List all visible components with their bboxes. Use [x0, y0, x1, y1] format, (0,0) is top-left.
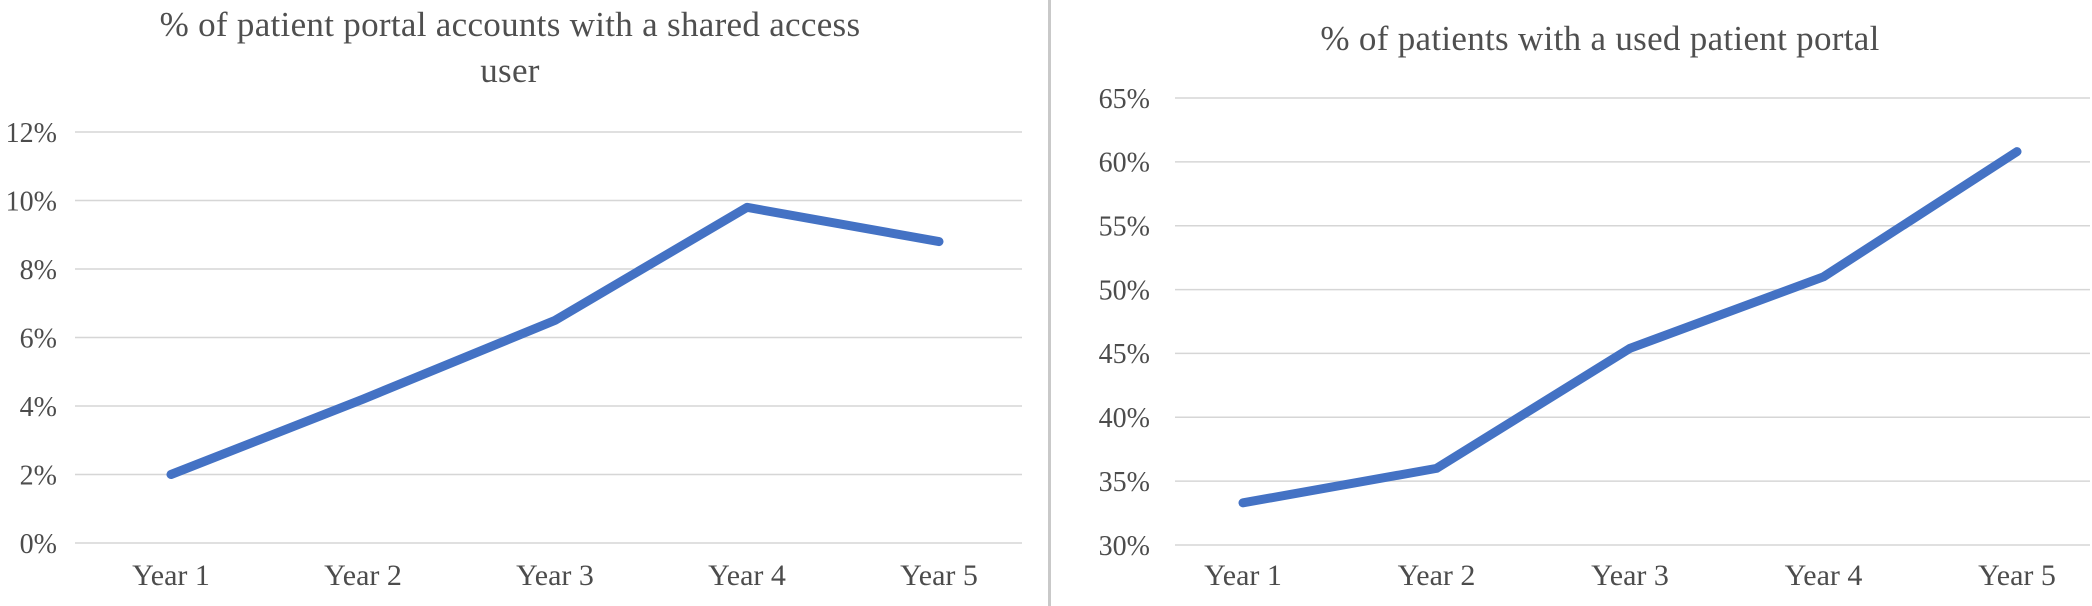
y-axis-tick-label: 2%: [20, 460, 57, 491]
chart-title-shared-access: % of patient portal accounts with a shar…: [70, 2, 950, 94]
y-axis-tick-label: 12%: [6, 118, 57, 149]
data-series-line: [1238, 147, 2022, 508]
x-axis-tick-label: Year 1: [132, 559, 210, 592]
chart-title-line-1: % of patients with a used patient portal: [1320, 19, 1880, 58]
chart-title-used-portal: % of patients with a used patient portal: [1170, 16, 2030, 62]
y-axis-tick-label: 4%: [20, 392, 57, 423]
y-axis-tick-label: 10%: [6, 186, 57, 217]
data-series-line: [166, 202, 944, 479]
y-axis-tick-label: 30%: [1099, 531, 1150, 562]
y-axis-tick-label: 55%: [1099, 212, 1150, 243]
y-axis-tick-label: 8%: [20, 255, 57, 286]
y-axis-tick-label: 45%: [1099, 339, 1150, 370]
y-axis-tick-label: 50%: [1099, 275, 1150, 306]
x-axis-tick-label: Year 3: [1591, 559, 1669, 592]
panel-divider: [1048, 0, 1051, 606]
x-axis-tick-label: Year 3: [516, 559, 594, 592]
y-axis-tick-label: 6%: [20, 323, 57, 354]
chart-title-line-1: % of patient portal accounts with a shar…: [159, 5, 861, 44]
x-axis-tick-label: Year 1: [1204, 559, 1282, 592]
x-axis-tick-label: Year 5: [900, 559, 978, 592]
x-axis-tick-label: Year 2: [1398, 559, 1476, 592]
y-axis-tick-label: 35%: [1099, 467, 1150, 498]
x-axis-tick-label: Year 2: [324, 559, 402, 592]
x-axis-tick-label: Year 4: [708, 559, 786, 592]
y-axis-tick-label: 40%: [1099, 403, 1150, 434]
y-axis-tick-label: 0%: [20, 529, 57, 560]
y-axis-tick-label: 60%: [1099, 148, 1150, 179]
y-axis-tick-label: 65%: [1099, 84, 1150, 115]
x-axis-tick-label: Year 4: [1785, 559, 1863, 592]
chart-title-line-2: user: [480, 51, 540, 90]
x-axis-tick-label: Year 5: [1978, 559, 2056, 592]
